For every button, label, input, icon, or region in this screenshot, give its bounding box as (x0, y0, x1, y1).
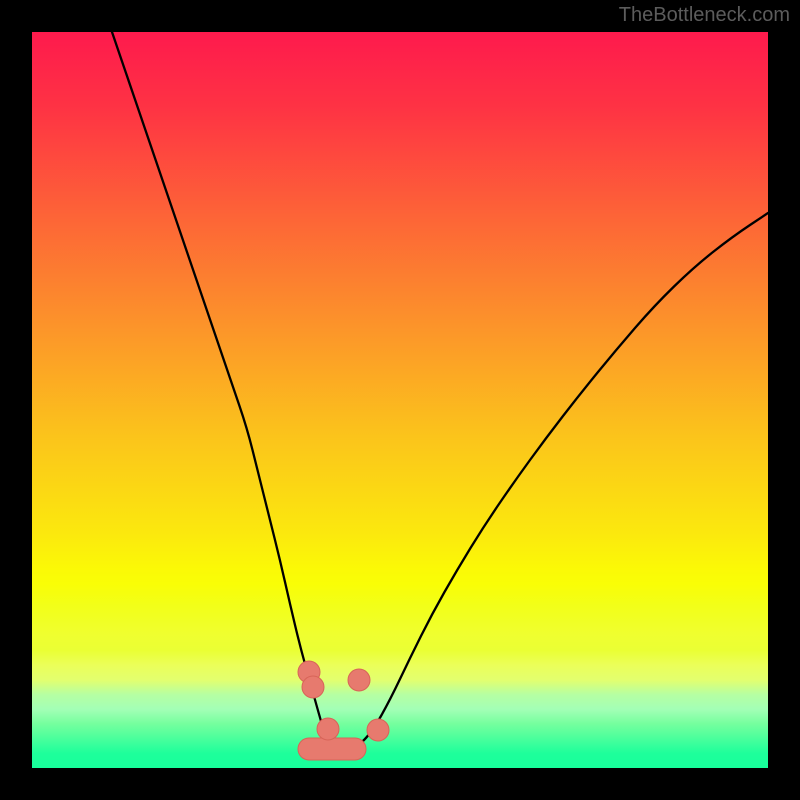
curve-marker (317, 718, 339, 740)
curve-marker (367, 719, 389, 741)
curve-marker (302, 676, 324, 698)
curve-marker (348, 669, 370, 691)
chart-svg (32, 32, 768, 768)
watermark-text: TheBottleneck.com (619, 4, 790, 27)
gradient-background (32, 32, 768, 768)
curve-marker (298, 738, 366, 760)
bottleneck-chart (32, 32, 768, 768)
